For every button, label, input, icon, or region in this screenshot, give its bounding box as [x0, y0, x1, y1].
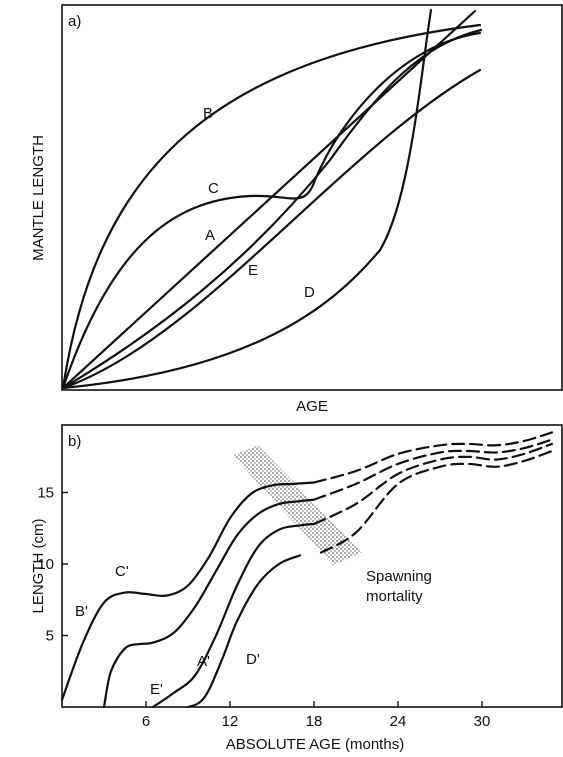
- panel-b-frame: [61, 424, 563, 708]
- series-label-d: D: [304, 284, 315, 301]
- x-tick-label: 18: [306, 713, 323, 730]
- panel-a-label: a): [68, 13, 81, 30]
- panel-b-label: b): [68, 433, 81, 450]
- x-tick-label: 12: [222, 713, 239, 730]
- curve-A-prime-dashed: [312, 438, 554, 501]
- panel-b-plot: 6 12 18 24 30 5 10 15: [37, 431, 554, 730]
- spawning-annotation-line1: Spawning: [366, 568, 432, 585]
- spawning-mortality-band: [232, 445, 362, 566]
- panel-a-ylabel: MANTLE LENGTH: [30, 135, 47, 261]
- y-tick-label: 5: [46, 628, 54, 645]
- x-tick-label: 6: [142, 713, 150, 730]
- y-tick-label: 10: [37, 556, 54, 573]
- series-label-d-prime: D': [246, 651, 260, 668]
- panel-b-ylabel: LENGTH (cm): [30, 519, 47, 614]
- curve-A-prime-solid: [102, 498, 316, 709]
- series-label-b: B: [203, 105, 213, 122]
- y-tick-label: 15: [37, 485, 54, 502]
- x-tick-label: 24: [390, 713, 407, 730]
- panel-a-frame: [61, 4, 563, 391]
- series-label-a-prime: A': [197, 653, 210, 670]
- series-label-c-prime: C': [115, 563, 129, 580]
- panel-a: a) MANTLE LENGTH AGE B C A E D: [30, 4, 563, 415]
- curve-D-prime-dashed: [319, 449, 554, 554]
- curve-E-prime-dashed: [312, 442, 554, 526]
- series-label-e: E: [248, 262, 258, 279]
- series-label-a: A: [205, 227, 215, 244]
- curve-c: [61, 31, 482, 390]
- panel-a-xlabel: AGE: [296, 398, 328, 415]
- series-label-e-prime: E': [150, 681, 163, 698]
- curve-steep: [61, 8, 433, 390]
- panel-b: 6 12 18 24 30 5 10 15 b) LENGTH (cm) ABSOLUTE A…: [30, 424, 563, 753]
- series-label-c: C: [208, 180, 219, 197]
- panel-b-xlabel: ABSOLUTE AGE (months): [226, 736, 404, 753]
- curve-d: [61, 68, 482, 390]
- series-label-b-prime: B': [75, 603, 88, 620]
- x-tick-label: 30: [474, 713, 491, 730]
- curve-a: [61, 9, 477, 390]
- curve-B-prime-solid: [60, 481, 316, 701]
- curve-D-prime-solid: [186, 554, 302, 709]
- curve-e: [61, 28, 483, 390]
- curve-E-prime-solid: [151, 522, 316, 709]
- curve-B-prime-dashed: [312, 431, 554, 484]
- curve-b: [61, 23, 482, 390]
- spawning-annotation-line2: mortality: [366, 588, 423, 605]
